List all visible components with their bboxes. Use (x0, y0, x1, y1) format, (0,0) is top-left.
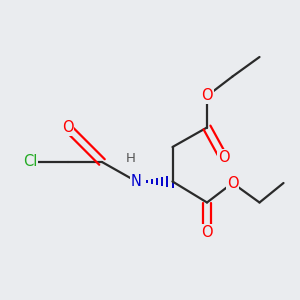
Text: O: O (62, 120, 73, 135)
Text: Cl: Cl (23, 154, 37, 169)
Text: O: O (218, 150, 229, 165)
Text: O: O (201, 88, 213, 104)
Text: H: H (126, 152, 135, 166)
Text: O: O (227, 176, 238, 190)
Text: N: N (131, 174, 142, 189)
Text: O: O (201, 225, 213, 240)
